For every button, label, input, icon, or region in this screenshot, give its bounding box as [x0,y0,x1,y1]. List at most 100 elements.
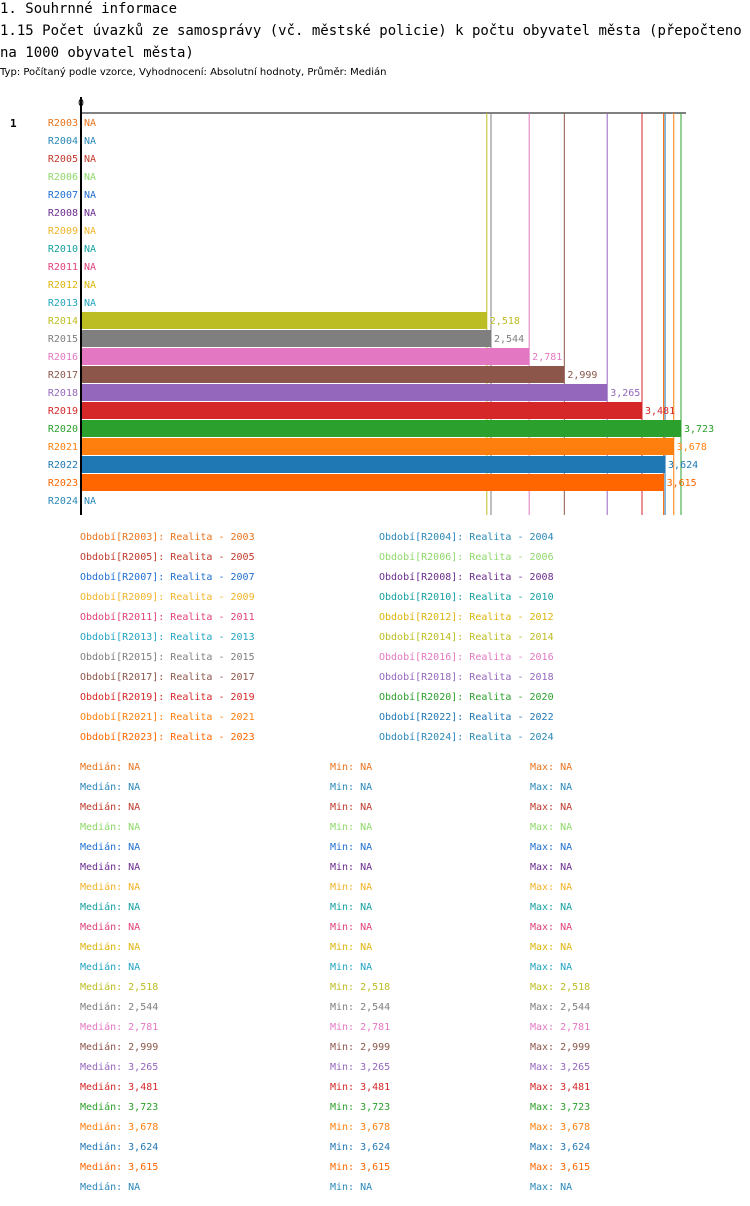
stat-median-r2023: Medián: 3,615 [80,1162,159,1173]
bar-r2020 [81,420,681,437]
bar-r2014 [81,312,487,329]
legend-item-r2004: Období[R2004]: Realita - 2004 [379,532,554,543]
category-label-r2020: R2020 [48,424,78,435]
bar-r2023 [81,474,664,491]
legend-item-r2020: Období[R2020]: Realita - 2020 [379,692,554,703]
value-label-r2010: NA [84,244,96,255]
stat-min-r2012: Min: NA [330,942,373,953]
value-label-r2019: 3,481 [645,406,675,417]
category-label-r2013: R2013 [48,298,78,309]
stat-max-r2014: Max: 2,518 [530,982,591,993]
stat-min-r2006: Min: NA [330,822,373,833]
stat-median-r2011: Medián: NA [80,922,141,933]
stat-median-r2015: Medián: 2,544 [80,1002,159,1013]
group-label: 1 [10,117,17,130]
value-label-r2024: NA [84,496,96,507]
stat-median-r2018: Medián: 3,265 [80,1062,159,1073]
stat-median-r2012: Medián: NA [80,942,141,953]
stat-max-r2010: Max: NA [530,902,573,913]
stat-max-r2013: Max: NA [530,962,573,973]
stat-min-r2005: Min: NA [330,802,373,813]
stat-min-r2013: Min: NA [330,962,373,973]
stat-min-r2015: Min: 2,544 [330,1002,391,1013]
value-label-r2013: NA [84,298,96,309]
legend-item-r2005: Období[R2005]: Realita - 2005 [80,552,255,563]
stat-min-r2003: Min: NA [330,762,373,773]
stat-min-r2007: Min: NA [330,842,373,853]
value-label-r2007: NA [84,190,96,201]
value-label-r2022: 3,624 [668,460,698,471]
legend-item-r2023: Období[R2023]: Realita - 2023 [80,732,255,743]
legend-item-r2012: Období[R2012]: Realita - 2012 [379,612,554,623]
value-label-r2005: NA [84,154,96,165]
stat-median-r2003: Medián: NA [80,762,141,773]
stat-min-r2004: Min: NA [330,782,373,793]
section-heading: 1. Souhrnné informace [0,1,178,17]
legend-item-r2019: Období[R2019]: Realita - 2019 [80,692,255,703]
stat-max-r2017: Max: 2,999 [530,1042,591,1053]
value-label-r2012: NA [84,280,96,291]
category-label-r2006: R2006 [48,172,78,183]
value-label-r2023: 3,615 [667,478,697,489]
stat-min-r2022: Min: 3,624 [330,1142,391,1153]
stat-median-r2016: Medián: 2,781 [80,1022,159,1033]
bar-r2018 [81,384,608,401]
stat-min-r2023: Min: 3,615 [330,1162,391,1173]
category-label-r2004: R2004 [48,136,78,147]
chart-title: 1.15 Počet úvazků ze samosprávy (vč. měs… [0,23,742,61]
stat-median-r2005: Medián: NA [80,802,141,813]
value-label-r2014: 2,518 [490,316,520,327]
legend-item-r2017: Období[R2017]: Realita - 2017 [80,672,255,683]
legend-item-r2013: Období[R2013]: Realita - 2013 [80,632,255,643]
category-label-r2010: R2010 [48,244,78,255]
stat-max-r2019: Max: 3,481 [530,1082,591,1093]
legend-item-r2015: Období[R2015]: Realita - 2015 [80,652,255,663]
stat-median-r2010: Medián: NA [80,902,141,913]
stat-max-r2021: Max: 3,678 [530,1122,591,1133]
category-label-r2008: R2008 [48,208,78,219]
category-label-r2021: R2021 [48,442,78,453]
value-label-r2009: NA [84,226,96,237]
stat-median-r2006: Medián: NA [80,822,141,833]
legend-item-r2022: Období[R2022]: Realita - 2022 [379,712,554,723]
stat-min-r2019: Min: 3,481 [330,1082,391,1093]
category-label-r2009: R2009 [48,226,78,237]
stat-min-r2024: Min: NA [330,1182,373,1193]
stat-max-r2022: Max: 3,624 [530,1142,591,1153]
stat-min-r2017: Min: 2,999 [330,1042,391,1053]
legend-item-r2009: Období[R2009]: Realita - 2009 [80,592,255,603]
stat-max-r2011: Max: NA [530,922,573,933]
stat-max-r2023: Max: 3,615 [530,1162,591,1173]
stat-min-r2016: Min: 2,781 [330,1022,391,1033]
legend-item-r2014: Období[R2014]: Realita - 2014 [379,632,554,643]
stat-max-r2012: Max: NA [530,942,573,953]
stat-max-r2009: Max: NA [530,882,573,893]
category-label-r2003: R2003 [48,118,78,129]
bar-r2022 [81,456,666,473]
value-label-r2008: NA [84,208,96,219]
stat-median-r2022: Medián: 3,624 [80,1142,159,1153]
stat-median-r2024: Medián: NA [80,1182,141,1193]
stat-max-r2020: Max: 3,723 [530,1102,591,1113]
stat-min-r2018: Min: 3,265 [330,1062,391,1073]
bar-r2015 [81,330,491,347]
stat-max-r2015: Max: 2,544 [530,1002,591,1013]
legend-item-r2007: Období[R2007]: Realita - 2007 [80,572,255,583]
category-label-r2016: R2016 [48,352,78,363]
bar-chart: 01R2003NAR2004NAR2005NAR2006NAR2007NAR20… [10,97,714,515]
stat-min-r2020: Min: 3,723 [330,1102,391,1113]
category-label-r2018: R2018 [48,388,78,399]
stat-max-r2016: Max: 2,781 [530,1022,591,1033]
category-label-r2024: R2024 [48,496,78,507]
value-label-r2021: 3,678 [677,442,707,453]
stat-median-r2013: Medián: NA [80,962,141,973]
category-label-r2012: R2012 [48,280,78,291]
stat-median-r2009: Medián: NA [80,882,141,893]
legend-item-r2016: Období[R2016]: Realita - 2016 [379,652,554,663]
stat-max-r2005: Max: NA [530,802,573,813]
stat-min-r2014: Min: 2,518 [330,982,391,993]
category-label-r2015: R2015 [48,334,78,345]
chart-subtitle: Typ: Počítaný podle vzorce, Vyhodnocení:… [0,67,387,78]
legend-item-r2006: Období[R2006]: Realita - 2006 [379,552,554,563]
stat-max-r2007: Max: NA [530,842,573,853]
